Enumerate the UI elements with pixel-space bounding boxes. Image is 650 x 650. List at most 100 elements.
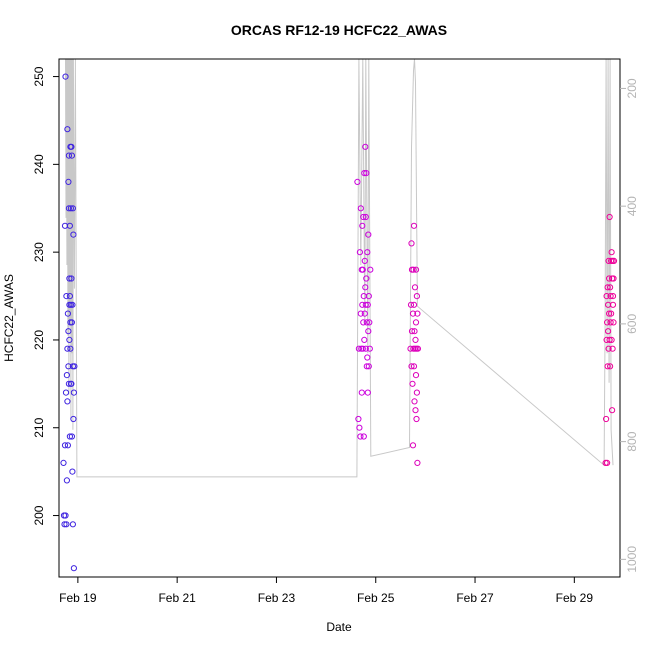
data-point <box>359 266 366 273</box>
data-point <box>365 363 372 370</box>
x-tick-label: Feb 27 <box>456 591 494 605</box>
data-point <box>608 336 615 343</box>
data-point <box>608 249 615 256</box>
data-point <box>605 345 612 352</box>
data-point <box>413 415 420 423</box>
data-point <box>412 336 419 343</box>
data-point <box>61 521 68 528</box>
data-point <box>65 152 73 159</box>
right-tick-label: 600 <box>625 314 639 334</box>
data-point <box>413 293 420 300</box>
data-point <box>65 328 72 335</box>
data-point <box>606 310 613 317</box>
data-point <box>360 319 367 326</box>
data-point <box>64 398 71 405</box>
data-point <box>68 433 76 440</box>
data-point <box>354 178 361 185</box>
data-point <box>367 266 374 273</box>
data-point <box>64 442 72 449</box>
data-point <box>410 222 418 229</box>
data-point <box>365 231 372 238</box>
data-point <box>68 152 76 159</box>
data-point <box>64 310 72 317</box>
data-point <box>414 459 421 466</box>
data-point <box>364 354 371 361</box>
data-point <box>67 205 75 212</box>
data-point <box>366 319 373 326</box>
data-point <box>359 345 366 352</box>
data-point <box>360 433 367 440</box>
data-point <box>359 222 366 229</box>
data-point <box>408 328 416 335</box>
data-point <box>411 398 418 405</box>
data-point <box>65 205 73 212</box>
data-point <box>410 363 418 370</box>
data-point <box>361 257 368 264</box>
data-point <box>410 266 417 273</box>
data-point <box>355 415 362 423</box>
data-point <box>68 275 75 282</box>
data-point <box>414 310 421 317</box>
data-point <box>363 363 370 370</box>
data-point <box>68 143 75 150</box>
data-point <box>407 345 414 352</box>
chart-title: ORCAS RF12-19 HCFC22_AWAS <box>231 22 447 38</box>
data-point <box>69 205 77 212</box>
x-tick-label: Feb 29 <box>556 591 594 605</box>
data-point <box>409 442 417 449</box>
data-point <box>364 249 371 256</box>
data-point <box>362 284 369 291</box>
data-point <box>610 257 618 264</box>
right-tick-label: 400 <box>625 196 639 216</box>
data-point <box>63 293 70 300</box>
data-point <box>60 459 67 466</box>
data-point <box>603 415 610 423</box>
data-point <box>609 407 616 414</box>
y-tick-label: 210 <box>32 417 46 437</box>
data-point <box>412 266 420 273</box>
data-point <box>609 293 617 300</box>
data-point <box>361 336 368 343</box>
data-point <box>63 372 71 379</box>
data-point <box>365 293 372 300</box>
data-point <box>357 310 364 317</box>
data-point <box>608 310 615 317</box>
data-point <box>607 293 614 300</box>
data-point <box>66 433 74 440</box>
data-point <box>68 319 76 326</box>
x-axis-label: Date <box>326 620 352 634</box>
data-point <box>71 363 78 370</box>
data-point <box>62 512 69 519</box>
data-point <box>65 178 72 185</box>
data-point <box>364 389 371 396</box>
data-point <box>69 521 77 528</box>
series-line-0 <box>65 58 614 478</box>
y-tick-label: 240 <box>32 154 46 174</box>
data-point <box>362 143 369 150</box>
data-point <box>68 380 75 387</box>
data-point <box>606 336 613 343</box>
data-point <box>604 363 611 370</box>
y-tick-label: 220 <box>32 330 46 350</box>
data-point <box>607 284 614 291</box>
data-point <box>414 345 421 352</box>
data-point <box>65 363 72 370</box>
x-tick-label: Feb 19 <box>59 591 97 605</box>
data-point <box>603 293 610 300</box>
x-tick-label: Feb 25 <box>357 591 395 605</box>
data-point <box>364 301 371 308</box>
data-point <box>66 293 74 300</box>
x-tick-label: Feb 21 <box>158 591 196 605</box>
data-point <box>607 319 614 326</box>
data-point <box>606 275 613 282</box>
data-point <box>361 170 368 177</box>
data-point <box>604 459 611 466</box>
data-point <box>361 310 368 317</box>
data-point <box>64 345 71 352</box>
data-point <box>411 284 419 291</box>
data-point <box>412 407 419 414</box>
data-point <box>63 477 71 484</box>
data-point <box>407 301 415 308</box>
data-point <box>411 328 418 335</box>
